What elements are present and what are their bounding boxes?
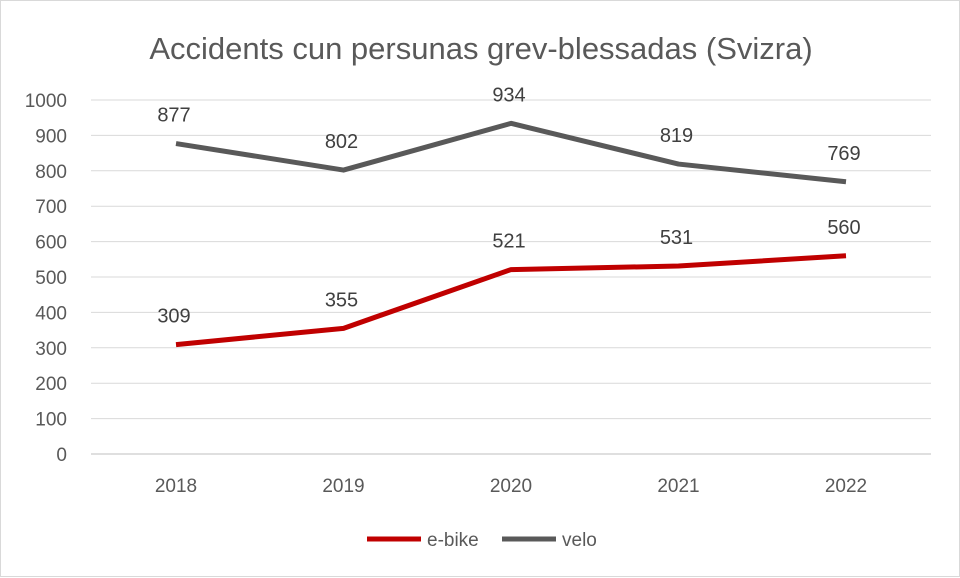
- y-tick-label: 1000: [25, 91, 67, 112]
- y-tick-label: 0: [56, 445, 67, 466]
- y-tick-label: 600: [35, 233, 67, 254]
- series-line-velo: [175, 120, 847, 185]
- x-tick-label: 2019: [322, 476, 364, 497]
- y-tick-label: 500: [35, 268, 67, 289]
- data-label-e-bike: 309: [157, 306, 190, 328]
- x-tick-label: 2018: [155, 476, 197, 497]
- data-label-velo: 877: [157, 105, 190, 127]
- legend: e-bike velo: [367, 530, 597, 551]
- y-tick-label: 800: [35, 162, 67, 183]
- chart-title: Accidents cun persunas grev-blessadas (S…: [149, 31, 812, 66]
- data-label-velo: 769: [827, 143, 860, 165]
- y-tick-label: 700: [35, 197, 67, 218]
- gridlines: [91, 99, 931, 455]
- y-tick-label: 900: [35, 126, 67, 147]
- x-tick-label: 2021: [657, 476, 699, 497]
- y-tick-label: 400: [35, 303, 67, 324]
- x-axis: 2018 2019 2020 2021 2022: [155, 476, 867, 497]
- data-label-e-bike: 560: [827, 217, 860, 239]
- y-axis: 0 100 200 300 400 500 600 700 800 900 1000: [25, 91, 67, 466]
- data-label-velo: 934: [492, 84, 525, 106]
- legend-label-e-bike: e-bike: [427, 530, 479, 551]
- y-tick-label: 300: [35, 339, 67, 360]
- series-lines: [175, 120, 847, 348]
- data-label-velo: 802: [325, 131, 358, 153]
- series-line-e-bike: [175, 253, 847, 348]
- data-label-e-bike: 531: [660, 227, 693, 249]
- data-label-velo: 819: [660, 125, 693, 147]
- legend-label-velo: velo: [562, 530, 597, 551]
- data-labels: 309 355 521 531 560 877 802 934 819 769: [157, 84, 860, 327]
- x-tick-label: 2022: [825, 476, 867, 497]
- x-tick-label: 2020: [490, 476, 532, 497]
- data-label-e-bike: 355: [325, 289, 358, 311]
- y-tick-label: 100: [35, 410, 67, 431]
- data-label-e-bike: 521: [492, 231, 525, 253]
- y-tick-label: 200: [35, 374, 67, 395]
